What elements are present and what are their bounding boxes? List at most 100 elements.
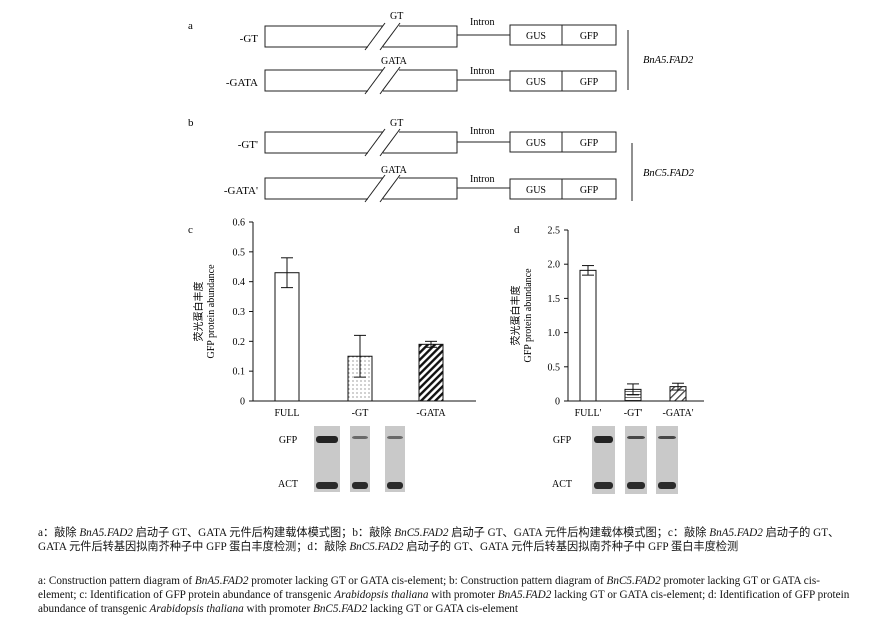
y-tick-label: 0.4 (233, 277, 246, 288)
figure: a -GT GT Intron GUS GFP -GATA GATA Intro… (188, 11, 704, 494)
caption-segment: BnA5.FAD2 (497, 589, 552, 601)
y-axis-label-en: GFP protein abundance (523, 268, 534, 363)
x-tick-label: FULL' (575, 408, 602, 419)
deletion-slash (364, 174, 386, 203)
caption-segment: BnC5.FAD2 (312, 603, 368, 615)
y-tick-label: 0.6 (233, 218, 246, 229)
deletion-slash (379, 128, 401, 157)
caption-segment: Arabidopsis thaliana (334, 589, 429, 601)
x-tick-label: -GT' (624, 408, 643, 419)
blot-band-act (594, 482, 613, 489)
y-tick-label: 0 (240, 397, 245, 408)
blot-lane (385, 426, 405, 492)
blot-band-act (658, 482, 676, 489)
chart-d: 0 0.5 1.0 1.5 2.0 2.5 荧光蛋白丰度 GFP protein abunda… (509, 226, 704, 494)
construct-name: -GT' (238, 139, 258, 151)
panel-b: b -GT' GT Intron GUS GFP -GATA' GATA Int… (188, 117, 695, 203)
deletion-slash (379, 174, 401, 203)
gfp-label: GFP (580, 31, 599, 42)
gus-label: GUS (526, 31, 546, 42)
promoter-fragment-right (383, 25, 458, 48)
construct-name: -GT (240, 33, 259, 45)
y-tick-label: 1.5 (548, 294, 561, 305)
caption-segment: 启动子的 GT、GATA 元件后转基因拟南芥种子中 GFP 蛋白丰度检测；d：敲… (38, 527, 840, 553)
construct-row: -GT GT Intron GUS GFP (240, 11, 617, 51)
promoter-fragment-left (264, 69, 383, 92)
caption-segment: BnA5.FAD2 (194, 575, 249, 587)
y-tick-label: 0.2 (233, 337, 246, 348)
y-tick-label: 2.0 (548, 260, 561, 271)
caption-segment: BnC5.FAD2 (606, 575, 661, 587)
deletion-slash (379, 66, 401, 95)
blot-band-gfp (387, 436, 403, 439)
gfp-box (561, 24, 617, 46)
blot-band-gfp (594, 436, 613, 443)
blot-band-act (352, 482, 368, 489)
caption-segment: BnC5.FAD2 (394, 527, 449, 539)
gfp-label: GFP (580, 77, 599, 88)
caption-segment: BnA5.FAD2 (709, 527, 763, 539)
panel-d-label: d (514, 224, 520, 236)
construct-row: -GT' GT Intron GUS GFP (238, 118, 617, 157)
caption-segment: promoter lacking GT or GATA cis-element;… (38, 575, 820, 601)
x-tick-label: FULL (275, 408, 300, 419)
deletion-slash (364, 128, 386, 157)
caption-segment: 启动子 GT、GATA 元件后构建载体模式图；b：敲除 (132, 527, 395, 539)
y-tick-label: 0.1 (233, 367, 246, 378)
panel-a-label: a (188, 20, 193, 32)
gus-label: GUS (526, 77, 546, 88)
blot-lane (625, 426, 647, 494)
promoter-fragment-right (383, 69, 458, 92)
panel-b-label: b (188, 117, 194, 129)
caption-segment: lacking GT or GATA cis-element (367, 603, 518, 615)
gfp-box (561, 178, 617, 200)
blot-band-gfp (627, 436, 645, 439)
caption-segment: Arabidopsis thaliana (149, 603, 244, 615)
gfp-box (561, 70, 617, 92)
construct-row: -GATA GATA Intron GUS GFP (226, 56, 617, 95)
promoter-fragment-left (264, 177, 383, 200)
blot-band-act (627, 482, 645, 489)
panel-c-label: c (188, 224, 193, 236)
bar (579, 269, 597, 402)
y-tick-label: 0.5 (233, 247, 246, 258)
caption-segment: with promoter (243, 603, 313, 615)
element-label: GT (390, 11, 403, 22)
promoter-fragment-left (264, 131, 383, 154)
element-label: GATA (381, 165, 408, 176)
intron-label: Intron (470, 66, 494, 77)
gus-label: GUS (526, 185, 546, 196)
intron-label: Intron (470, 174, 494, 185)
caption-segment: with promoter (428, 589, 498, 601)
panel-a: a -GT GT Intron GUS GFP -GATA GATA Intro… (188, 11, 694, 95)
blot-label-gfp: GFP (553, 435, 572, 446)
promoter-fragment-right (383, 177, 458, 200)
blot-band-act (316, 482, 338, 489)
y-tick-label: 1.0 (548, 328, 561, 339)
x-tick-label: -GATA (416, 408, 446, 419)
chart-c: 0 0.1 0.2 0.3 0.4 0.5 0.6 荧光蛋白丰度 GFP protein abu… (192, 218, 476, 492)
caption-segment: promoter lacking GT or GATA cis-element;… (248, 575, 607, 587)
caption-segment: BnC5.FAD2 (349, 541, 404, 553)
construct-row: -GATA' GATA Intron GUS GFP (224, 165, 617, 203)
caption-segment: lacking GT or GATA cis-element; d: Ident… (38, 589, 850, 615)
bar (274, 272, 300, 402)
blot-band-gfp (316, 436, 338, 443)
caption-english: a: Construction pattern diagram of BnA5.… (38, 574, 854, 616)
gfp-label: GFP (580, 185, 599, 196)
deletion-slash (364, 22, 386, 51)
y-axis-label-zh: 荧光蛋白丰度 (192, 282, 205, 342)
intron-label: Intron (470, 17, 494, 28)
construct-name: -GATA (226, 77, 258, 89)
blot-label-gfp: GFP (279, 435, 298, 446)
intron-label: Intron (470, 126, 494, 137)
blot-band-gfp (352, 436, 368, 439)
y-tick-label: 0.5 (548, 362, 561, 373)
y-axis-label-en: GFP protein abundance (206, 264, 217, 359)
promoter-fragment-left (264, 25, 383, 48)
caption-segment: 启动子 GT、GATA 元件后构建载体模式图；c：敲除 (448, 527, 710, 539)
y-tick-label: 0.3 (233, 307, 246, 318)
deletion-slash (379, 22, 401, 51)
y-axis-label-zh: 荧光蛋白丰度 (509, 286, 522, 346)
y-tick-label: 2.5 (548, 226, 561, 237)
